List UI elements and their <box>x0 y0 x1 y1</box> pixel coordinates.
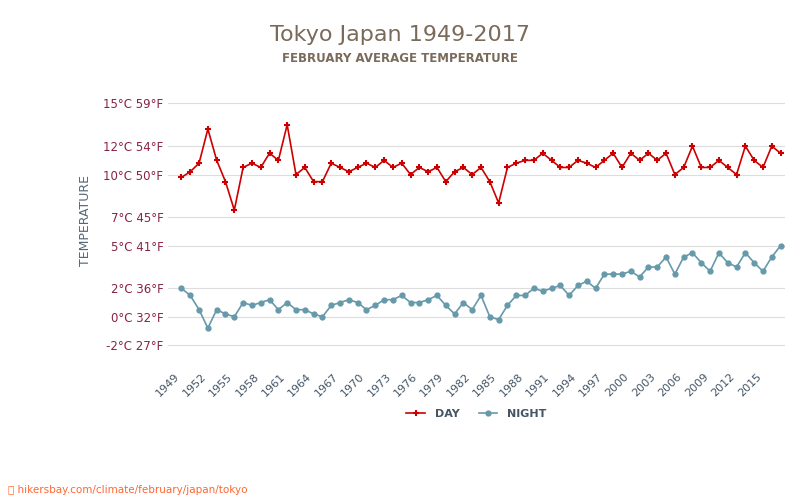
Line: NIGHT: NIGHT <box>179 243 783 330</box>
NIGHT <box>379 296 389 302</box>
DAY <box>177 174 186 180</box>
NIGHT <box>230 314 239 320</box>
Legend: DAY, NIGHT: DAY, NIGHT <box>402 402 552 424</box>
DAY <box>291 172 301 177</box>
DAY <box>221 178 230 184</box>
NIGHT <box>203 325 213 331</box>
NIGHT <box>388 296 398 302</box>
Y-axis label: TEMPERATURE: TEMPERATURE <box>79 176 92 266</box>
NIGHT <box>300 306 310 312</box>
DAY <box>230 207 239 213</box>
DAY <box>767 143 777 149</box>
Text: ⦿ hikersbay.com/climate/february/japan/tokyo: ⦿ hikersbay.com/climate/february/japan/t… <box>8 485 247 495</box>
Text: FEBRUARY AVERAGE TEMPERATURE: FEBRUARY AVERAGE TEMPERATURE <box>282 52 518 66</box>
DAY <box>776 150 786 156</box>
NIGHT <box>177 286 186 292</box>
DAY <box>653 158 662 164</box>
DAY <box>282 122 292 128</box>
DAY <box>309 178 318 184</box>
Text: Tokyo Japan 1949-2017: Tokyo Japan 1949-2017 <box>270 25 530 45</box>
NIGHT <box>529 286 538 292</box>
NIGHT <box>776 242 786 248</box>
NIGHT <box>767 254 777 260</box>
DAY <box>538 150 547 156</box>
Line: DAY: DAY <box>178 122 784 214</box>
